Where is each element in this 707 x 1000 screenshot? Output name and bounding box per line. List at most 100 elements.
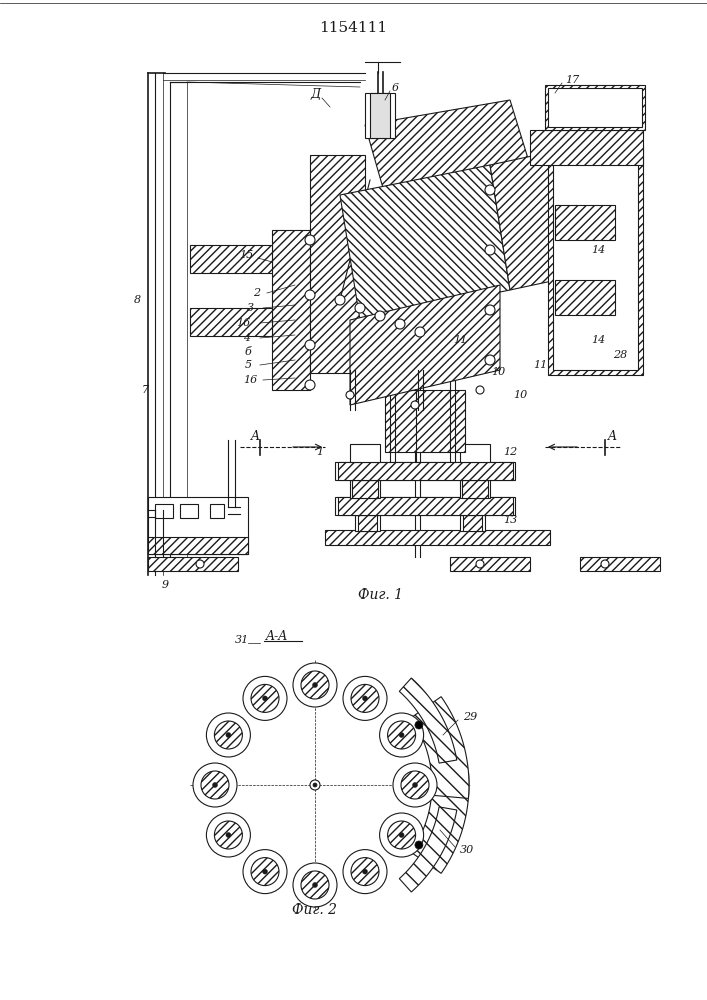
Circle shape bbox=[415, 841, 423, 849]
Circle shape bbox=[310, 780, 320, 790]
Bar bbox=[350, 480, 380, 498]
Circle shape bbox=[305, 235, 315, 245]
Bar bbox=[365, 93, 395, 138]
Bar bbox=[460, 480, 490, 498]
Bar bbox=[555, 205, 615, 240]
Text: б: б bbox=[245, 347, 252, 357]
Circle shape bbox=[485, 185, 495, 195]
Circle shape bbox=[305, 380, 315, 390]
Circle shape bbox=[351, 858, 379, 886]
Text: 4: 4 bbox=[243, 333, 250, 343]
Polygon shape bbox=[490, 150, 580, 290]
Circle shape bbox=[476, 560, 484, 568]
Bar bbox=[580, 557, 660, 571]
Bar bbox=[190, 245, 272, 273]
Bar bbox=[352, 480, 378, 498]
Circle shape bbox=[193, 763, 237, 807]
Text: 11: 11 bbox=[533, 360, 547, 370]
Circle shape bbox=[415, 327, 425, 337]
Bar bbox=[463, 515, 482, 531]
Circle shape bbox=[313, 783, 317, 787]
Circle shape bbox=[312, 682, 317, 688]
Bar bbox=[450, 557, 530, 571]
Bar bbox=[338, 462, 513, 480]
Circle shape bbox=[293, 863, 337, 907]
Circle shape bbox=[213, 782, 218, 788]
Bar bbox=[148, 497, 248, 554]
Text: 30: 30 bbox=[460, 845, 474, 855]
Polygon shape bbox=[350, 285, 500, 405]
Text: A-A: A-A bbox=[266, 630, 288, 643]
Circle shape bbox=[399, 732, 404, 738]
Circle shape bbox=[380, 713, 423, 757]
Text: Д: Д bbox=[311, 89, 321, 102]
Circle shape bbox=[399, 832, 404, 838]
Text: 6: 6 bbox=[392, 83, 399, 93]
Circle shape bbox=[412, 782, 418, 788]
Polygon shape bbox=[411, 772, 469, 873]
Circle shape bbox=[293, 663, 337, 707]
Circle shape bbox=[601, 560, 609, 568]
Circle shape bbox=[301, 871, 329, 899]
Text: 9: 9 bbox=[161, 580, 168, 590]
Polygon shape bbox=[340, 165, 510, 320]
Bar bbox=[548, 145, 643, 375]
Bar bbox=[155, 504, 173, 518]
Circle shape bbox=[312, 882, 317, 888]
Circle shape bbox=[387, 721, 416, 749]
Bar bbox=[462, 480, 488, 498]
Polygon shape bbox=[399, 807, 457, 892]
Circle shape bbox=[363, 869, 368, 874]
Text: 11: 11 bbox=[453, 335, 467, 345]
Bar bbox=[548, 88, 642, 127]
Bar bbox=[370, 93, 390, 138]
Text: A: A bbox=[250, 430, 259, 444]
Circle shape bbox=[305, 290, 315, 300]
Bar bbox=[553, 150, 638, 370]
Circle shape bbox=[243, 676, 287, 720]
Bar bbox=[325, 530, 550, 545]
Bar bbox=[530, 130, 643, 165]
Circle shape bbox=[343, 676, 387, 720]
Circle shape bbox=[380, 813, 423, 857]
Text: 31: 31 bbox=[235, 635, 249, 645]
Circle shape bbox=[395, 319, 405, 329]
Bar bbox=[210, 504, 224, 518]
Bar bbox=[148, 557, 238, 571]
Polygon shape bbox=[365, 100, 530, 195]
Circle shape bbox=[401, 771, 429, 799]
Bar bbox=[358, 515, 377, 531]
Bar bbox=[190, 308, 272, 336]
Circle shape bbox=[346, 391, 354, 399]
Text: 16: 16 bbox=[243, 375, 257, 385]
Polygon shape bbox=[411, 697, 469, 798]
Text: 10: 10 bbox=[491, 367, 505, 377]
Text: 28: 28 bbox=[613, 350, 627, 360]
Circle shape bbox=[305, 340, 315, 350]
Text: 17: 17 bbox=[565, 75, 579, 85]
Text: 1154111: 1154111 bbox=[319, 21, 387, 35]
Circle shape bbox=[387, 821, 416, 849]
Text: 15: 15 bbox=[239, 250, 253, 260]
Text: 14: 14 bbox=[591, 245, 605, 255]
Circle shape bbox=[393, 763, 437, 807]
Circle shape bbox=[301, 671, 329, 699]
Bar bbox=[460, 515, 485, 531]
Circle shape bbox=[243, 850, 287, 894]
Circle shape bbox=[251, 684, 279, 712]
Circle shape bbox=[363, 696, 368, 701]
Bar bbox=[148, 537, 248, 554]
Text: Фиг. 1: Фиг. 1 bbox=[358, 588, 402, 602]
Circle shape bbox=[262, 696, 267, 701]
Bar bbox=[335, 462, 515, 480]
Bar bbox=[355, 515, 380, 531]
Circle shape bbox=[476, 386, 484, 394]
Text: 10: 10 bbox=[513, 390, 527, 400]
Circle shape bbox=[485, 245, 495, 255]
Bar bbox=[272, 230, 310, 390]
Circle shape bbox=[485, 305, 495, 315]
Circle shape bbox=[214, 721, 243, 749]
Circle shape bbox=[196, 560, 204, 568]
Bar bbox=[460, 444, 490, 462]
Text: 3: 3 bbox=[247, 303, 254, 313]
